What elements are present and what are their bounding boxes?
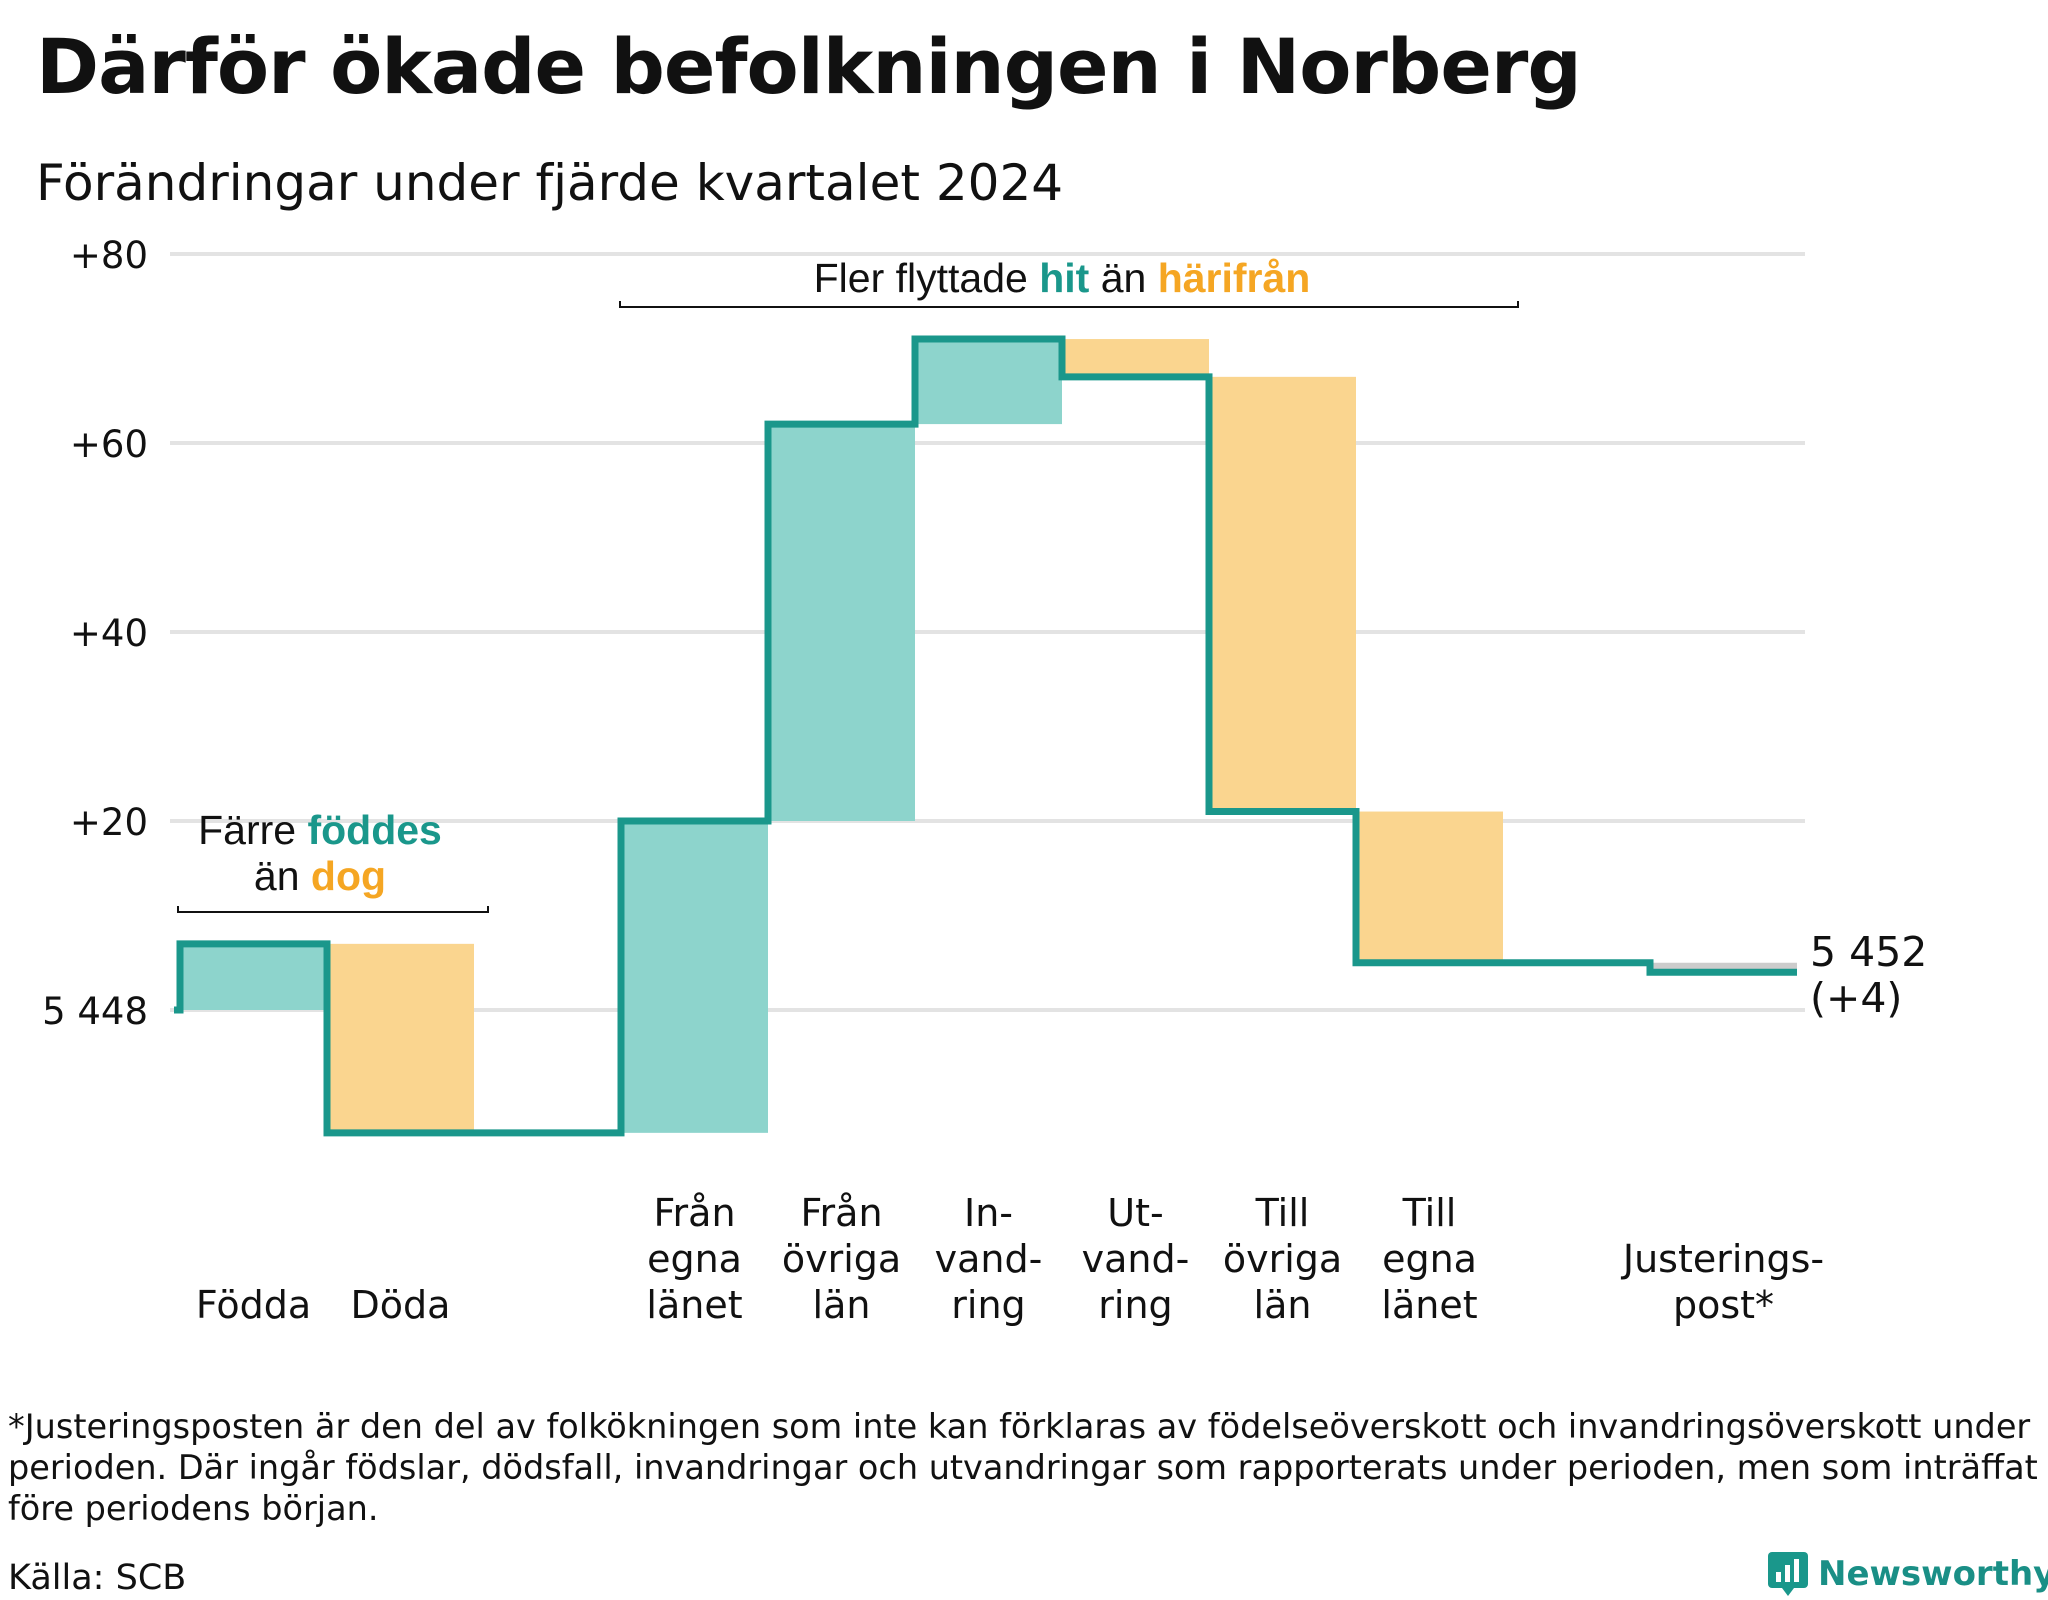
annotation-part: Fler flyttade [814, 255, 1040, 301]
annotation-part: Färre [198, 807, 307, 853]
chart-subtitle: Förändringar under fjärde kvartalet 2024 [36, 154, 1064, 212]
annotation-bracket [619, 301, 1519, 308]
annotation-bracket [177, 906, 489, 913]
x-category-label: In- [964, 1191, 1013, 1235]
bar-fran_egna [621, 821, 768, 1133]
y-tick-label: +80 [70, 234, 148, 277]
bar-fodda [180, 943, 327, 1010]
bar-till_ovriga [1209, 376, 1356, 812]
brand-name: Newsworthy [1818, 1554, 2048, 1594]
y-tick-label: +40 [70, 612, 148, 655]
x-category-label: övriga [782, 1237, 901, 1281]
x-category-label: egna [647, 1237, 742, 1281]
x-category-label: Döda [351, 1283, 451, 1327]
annotation-part: än [254, 853, 311, 899]
annotation-migration: Fler flyttade hit än härifrån [619, 255, 1519, 308]
y-tick-label: +60 [70, 423, 148, 466]
x-category-label: Från [653, 1191, 735, 1235]
annotation-part: hit [1039, 255, 1089, 301]
x-category-label: Till [1402, 1191, 1457, 1235]
bar-justering [1650, 962, 1797, 973]
annotation-text: än dog [254, 853, 386, 899]
source-label: Källa: SCB [8, 1558, 187, 1598]
x-category-label: ring [951, 1283, 1025, 1327]
y-tick-label: +20 [70, 801, 148, 844]
x-category-label: ring [1098, 1283, 1172, 1327]
chart-bars-icon [1768, 1552, 1808, 1596]
x-category-label: Födda [196, 1283, 311, 1327]
y-tick-label: 5 448 [42, 990, 148, 1033]
end-change-label: (+4) [1810, 974, 1902, 1022]
end-value-label: 5 452 [1810, 928, 1927, 976]
footnote: *Justeringsposten är den del av folkökni… [8, 1407, 2038, 1528]
x-category-label: vand- [935, 1237, 1043, 1281]
chart-title: Därför ökade befolkningen i Norberg [36, 22, 1582, 111]
bar-fran_ovriga [768, 424, 915, 821]
annotation-part: föddes [307, 807, 441, 853]
x-category-label: övriga [1223, 1237, 1342, 1281]
brand-logo: Newsworthy [1768, 1552, 2048, 1596]
x-category-label: län [813, 1283, 871, 1327]
step-line [174, 335, 1797, 1137]
x-category-label: länet [646, 1283, 742, 1327]
x-category-label: Justerings- [1621, 1237, 1824, 1281]
bar-invandring [915, 339, 1062, 425]
x-category-label: län [1254, 1283, 1312, 1327]
annotation-text: Fler flyttade hit än härifrån [814, 255, 1311, 301]
bar-utvandring [1062, 339, 1209, 377]
x-category-label: vand- [1082, 1237, 1190, 1281]
bar-till_egna [1356, 811, 1503, 963]
annotation-part: än [1089, 255, 1157, 301]
bar-doda [327, 943, 474, 1133]
x-category-label: Från [800, 1191, 882, 1235]
annotation-part: dog [311, 853, 386, 899]
annotation-part: härifrån [1158, 255, 1311, 301]
x-category-label: länet [1381, 1283, 1477, 1327]
x-category-label: Ut- [1107, 1191, 1163, 1235]
x-category-label: egna [1382, 1237, 1477, 1281]
x-category-label: Till [1255, 1191, 1310, 1235]
annotation-text: Färre föddes [198, 807, 442, 853]
x-category-label: post* [1673, 1283, 1774, 1327]
